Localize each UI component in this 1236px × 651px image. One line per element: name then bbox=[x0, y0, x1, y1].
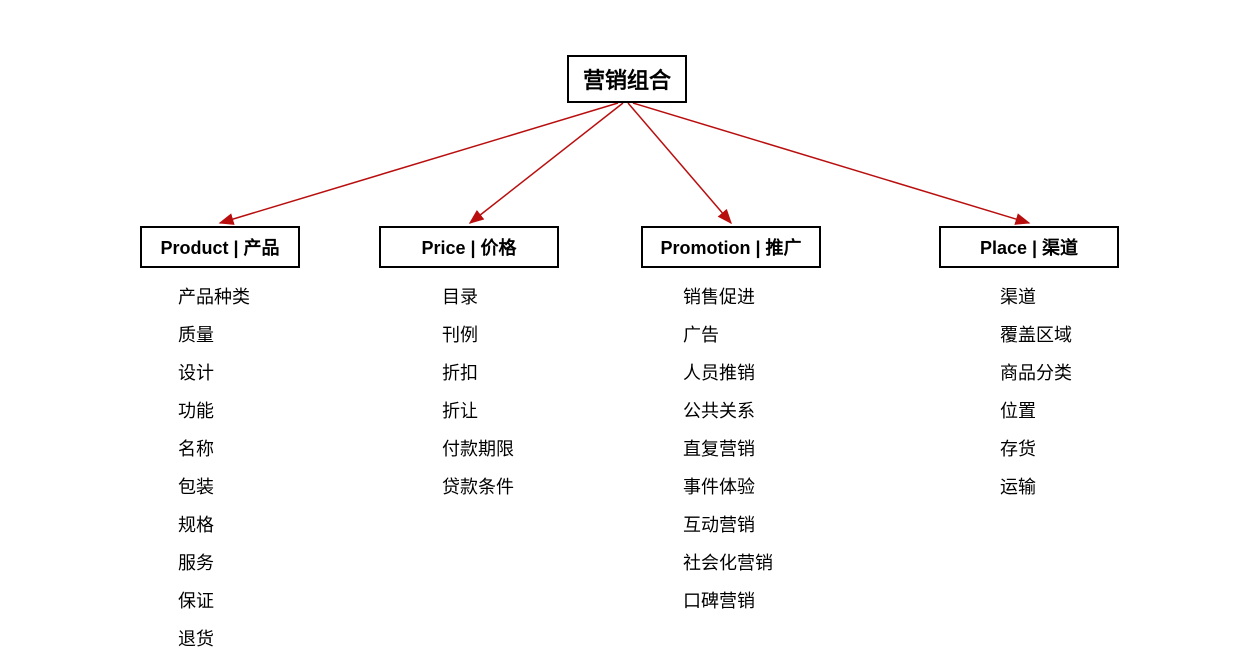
category-promotion: Promotion | 推广 bbox=[641, 226, 821, 268]
list-item: 包装 bbox=[178, 473, 250, 499]
list-item: 存货 bbox=[1000, 435, 1072, 461]
list-item: 广告 bbox=[683, 321, 773, 347]
category-label: Promotion | 推广 bbox=[660, 234, 801, 260]
list-item: 折扣 bbox=[442, 359, 514, 385]
item-list-promotion: 销售促进广告人员推销公共关系直复营销事件体验互动营销社会化营销口碑营销 bbox=[683, 283, 773, 613]
category-price: Price | 价格 bbox=[379, 226, 559, 268]
list-item: 事件体验 bbox=[683, 473, 773, 499]
list-item: 设计 bbox=[178, 359, 250, 385]
item-list-place: 渠道覆盖区域商品分类位置存货运输 bbox=[1000, 283, 1072, 499]
list-item: 质量 bbox=[178, 321, 250, 347]
list-item: 刊例 bbox=[442, 321, 514, 347]
list-item: 位置 bbox=[1000, 397, 1072, 423]
list-item: 名称 bbox=[178, 435, 250, 461]
category-product: Product | 产品 bbox=[140, 226, 300, 268]
list-item: 运输 bbox=[1000, 473, 1072, 499]
list-item: 直复营销 bbox=[683, 435, 773, 461]
root-node: 营销组合 bbox=[567, 55, 687, 103]
list-item: 退货 bbox=[178, 625, 250, 651]
category-label: Price | 价格 bbox=[421, 234, 516, 260]
list-item: 保证 bbox=[178, 587, 250, 613]
item-list-product: 产品种类质量设计功能名称包装规格服务保证退货 bbox=[178, 283, 250, 651]
category-label: Product | 产品 bbox=[160, 234, 279, 260]
list-item: 产品种类 bbox=[178, 283, 250, 309]
list-item: 互动营销 bbox=[683, 511, 773, 537]
list-item: 规格 bbox=[178, 511, 250, 537]
list-item: 功能 bbox=[178, 397, 250, 423]
list-item: 人员推销 bbox=[683, 359, 773, 385]
list-item: 口碑营销 bbox=[683, 587, 773, 613]
list-item: 服务 bbox=[178, 549, 250, 575]
list-item: 商品分类 bbox=[1000, 359, 1072, 385]
list-item: 公共关系 bbox=[683, 397, 773, 423]
list-item: 社会化营销 bbox=[683, 549, 773, 575]
arrow-line bbox=[628, 103, 731, 223]
list-item: 销售促进 bbox=[683, 283, 773, 309]
arrow-line bbox=[633, 103, 1029, 223]
list-item: 渠道 bbox=[1000, 283, 1072, 309]
list-item: 付款期限 bbox=[442, 435, 514, 461]
arrow-line bbox=[220, 103, 618, 223]
root-label: 营销组合 bbox=[583, 63, 671, 95]
list-item: 贷款条件 bbox=[442, 473, 514, 499]
list-item: 覆盖区域 bbox=[1000, 321, 1072, 347]
category-place: Place | 渠道 bbox=[939, 226, 1119, 268]
item-list-price: 目录刊例折扣折让付款期限贷款条件 bbox=[442, 283, 514, 499]
list-item: 折让 bbox=[442, 397, 514, 423]
category-label: Place | 渠道 bbox=[980, 234, 1078, 260]
list-item: 目录 bbox=[442, 283, 514, 309]
arrow-line bbox=[470, 103, 623, 223]
